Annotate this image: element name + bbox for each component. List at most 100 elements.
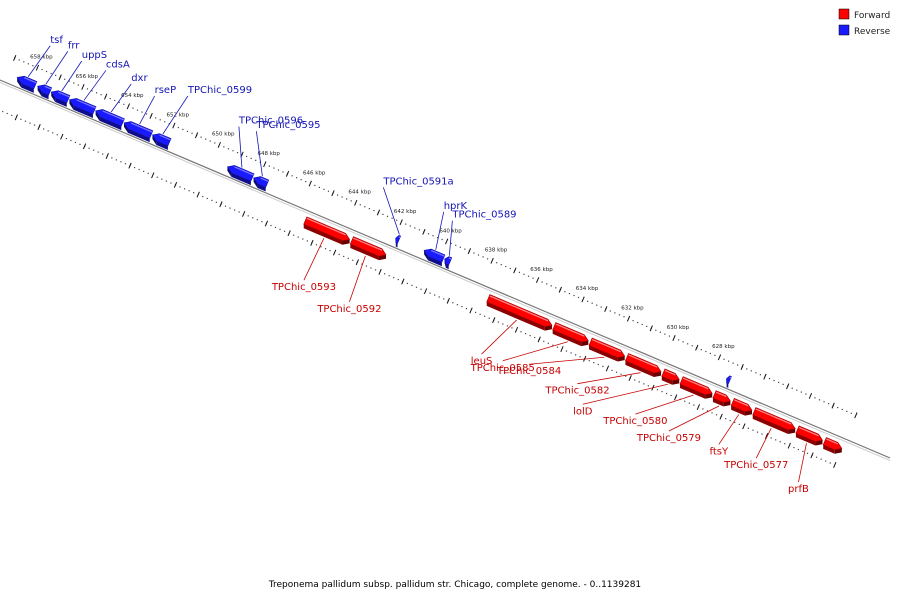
scale-dot <box>546 283 548 285</box>
gene-dxr-label: dxr <box>131 73 148 84</box>
gene-tpchic-0596-leader <box>238 126 243 168</box>
gene-tpchic-0582-side <box>625 360 654 377</box>
scale-dot <box>346 198 348 200</box>
scale-dot <box>215 201 217 203</box>
scale-dot <box>664 333 666 335</box>
scale-dot <box>20 118 22 120</box>
scale-tick <box>105 153 109 159</box>
scale-dot <box>318 186 320 188</box>
scale-dot <box>279 228 281 230</box>
scale-tick <box>604 306 608 313</box>
gene-unnamed-25-side <box>726 383 729 388</box>
scale-dot <box>361 263 363 265</box>
scale-dot <box>806 452 809 454</box>
scale-dot <box>432 235 434 237</box>
scale-dot <box>170 182 172 184</box>
gene-tpchic-0591a-side <box>395 242 398 248</box>
gene-rsep-label: rseP <box>155 85 177 96</box>
scale-dot <box>587 300 589 302</box>
gene-lold-side <box>661 376 673 385</box>
gene-tpchic-0580 <box>679 376 713 396</box>
gene-prfb-tip-side <box>815 440 823 446</box>
scale-dot <box>661 390 663 393</box>
scale-dot <box>596 304 598 306</box>
scale-tick <box>378 268 382 275</box>
gene-frr-tip-side <box>37 86 42 97</box>
scale-dot <box>388 275 390 277</box>
gene-prfb <box>795 425 823 442</box>
scale-dot <box>143 170 145 173</box>
scale-dot <box>837 406 839 409</box>
scale-dot <box>161 178 163 180</box>
scale-tick <box>423 288 428 295</box>
scale-dot <box>133 166 136 169</box>
scale-dot <box>591 302 593 304</box>
gene-tpchic-0595-side <box>257 183 266 192</box>
gene-tpchic-0592-highlight <box>353 237 383 251</box>
scale-dot <box>637 321 639 324</box>
gene-leus-leader <box>481 319 517 355</box>
scale-tick <box>126 103 131 110</box>
scale-dot <box>793 446 795 449</box>
gene-tpchic-0582-leader <box>577 372 641 385</box>
scale-dot <box>420 288 422 290</box>
scale-tick-label: 656 kbp <box>76 74 99 80</box>
scale-dot <box>193 192 195 194</box>
scale-dot <box>102 153 104 155</box>
scale-tick <box>264 220 269 227</box>
scale-dot <box>729 419 731 422</box>
scale-dot <box>732 362 734 364</box>
scale-dot <box>593 362 595 364</box>
scale-dot <box>556 346 559 348</box>
gene-prfb-leader <box>798 443 807 483</box>
scale-tick <box>492 317 496 324</box>
gene-upps-leader <box>61 60 83 92</box>
scale-dot <box>773 379 775 382</box>
gene-tpchic-0595-highlight <box>260 177 270 183</box>
scale-dot <box>396 219 398 221</box>
scale-tick <box>695 344 699 351</box>
scale-tick <box>401 278 405 285</box>
scale-dot <box>86 88 89 90</box>
scale-dot <box>236 152 239 154</box>
gene-ftsy-label: ftsY <box>710 446 729 457</box>
scale-dot <box>634 379 636 381</box>
scale-dot <box>577 296 580 299</box>
scale-dot <box>488 317 490 319</box>
scale-dot <box>227 148 230 150</box>
gene-tpchic-0585-tip-side <box>581 340 589 347</box>
scale-dot <box>256 219 258 221</box>
scale-dot <box>24 120 27 122</box>
scale-dot <box>43 128 45 130</box>
scale-dot <box>373 209 375 212</box>
scale-dot <box>568 293 571 295</box>
gene-cdsa-label: cdsA <box>106 59 130 70</box>
scale-dot <box>255 159 257 161</box>
scale-dot <box>56 134 58 136</box>
scale-dot <box>614 312 616 314</box>
scale-dot <box>320 246 322 248</box>
gene-cdsa <box>68 98 97 115</box>
gene-frr-label: frr <box>68 40 80 51</box>
scale-dot <box>386 215 389 217</box>
scale-dot <box>518 271 521 273</box>
scale-dot <box>441 238 443 241</box>
gene-tpchic-0582-highlight <box>628 354 658 368</box>
scale-tick <box>13 55 17 61</box>
scale-dot <box>646 325 648 328</box>
gene-tsf-label: tsf <box>50 35 63 46</box>
scale-dot <box>359 204 361 206</box>
scale-tick <box>740 364 744 370</box>
gene-dxr-highlight <box>102 110 125 121</box>
scale-dot <box>183 188 186 190</box>
gene-dxr <box>95 109 125 127</box>
scale-dot <box>338 253 340 256</box>
scale-dot <box>296 177 298 179</box>
scale-dot <box>159 119 161 121</box>
scale-tick-label: 654 kbp <box>121 93 144 99</box>
scale-tick <box>717 354 722 361</box>
gene-leus <box>486 294 553 327</box>
scale-dot <box>132 107 134 109</box>
scale-dot <box>756 431 759 433</box>
